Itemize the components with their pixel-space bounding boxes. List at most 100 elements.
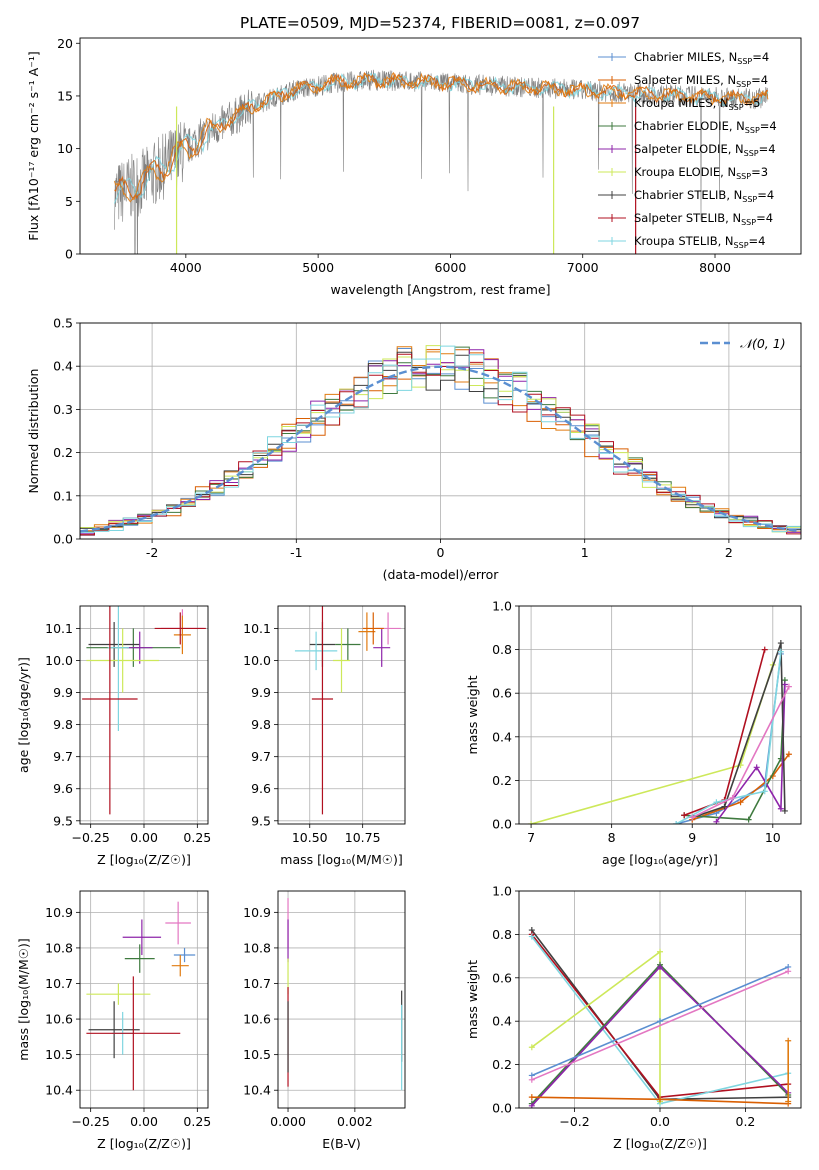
y-tick-label: 10.7 — [243, 976, 271, 991]
spectrum-model-line — [113, 71, 769, 203]
figure-title: PLATE=0509, MJD=52374, FIBERID=0081, z=0… — [240, 14, 640, 32]
y-axis-label: age [log₁₀(age/yr)] — [16, 657, 31, 773]
y-tick-label: 9.9 — [53, 685, 73, 700]
mass-vs-ebv-frame — [277, 890, 406, 1109]
x-tick-label: 0.00 — [130, 1114, 158, 1129]
weight-marker — [785, 1037, 792, 1044]
y-tick-label: 10.9 — [45, 905, 73, 920]
weight-marker — [761, 788, 768, 795]
spectrum-plot-area — [113, 69, 769, 254]
x-axis-label: mass [log₁₀(M/M☉)] — [280, 852, 402, 867]
y-tick-label: 0.6 — [492, 686, 512, 701]
weight-marker — [713, 799, 720, 806]
x-axis-label: wavelength [Angstrom, rest frame] — [330, 282, 550, 297]
weight-line — [683, 649, 766, 817]
legend-entry: 𝒩(0, 1) — [740, 336, 786, 351]
weight-line — [691, 642, 786, 819]
y-tick-label: 9.5 — [251, 813, 271, 828]
weight-marker — [781, 681, 788, 688]
x-tick-label: 0.00 — [130, 830, 158, 845]
y-tick-label: 9.5 — [53, 813, 73, 828]
weight-marker — [785, 683, 792, 690]
weight-marker — [528, 821, 535, 824]
y-tick-label: 10.9 — [243, 905, 271, 920]
weight-marker — [785, 1098, 792, 1105]
x-tick-label: 0.25 — [183, 1114, 211, 1129]
y-tick-label: 0.1 — [53, 488, 73, 503]
weight-marker — [777, 640, 784, 647]
y-tick-label: 9.7 — [53, 749, 73, 764]
x-tick-label: 6000 — [435, 260, 467, 275]
y-tick-label: 0.8 — [492, 927, 512, 942]
y-axis-label: Normed distribution — [26, 369, 41, 494]
weight-vs-age-frame — [518, 605, 802, 825]
y-tick-label: 0.4 — [492, 729, 512, 744]
legend-entry: Chabrier ELODIE, NSSP=4 — [634, 119, 777, 135]
x-tick-label: -2 — [146, 545, 158, 560]
y-tick-label: 0 — [65, 247, 73, 262]
y-axis-label: mass weight — [465, 960, 480, 1039]
weight-marker — [528, 1094, 535, 1101]
weight-marker — [785, 751, 792, 758]
y-tick-label: 10.7 — [45, 976, 73, 991]
weight-marker — [781, 807, 788, 814]
y-tick-label: 10.6 — [45, 1012, 73, 1027]
weight-line — [691, 753, 790, 821]
x-tick-label: 7000 — [567, 260, 599, 275]
y-tick-label: 9.8 — [251, 717, 271, 732]
weight-marker — [737, 799, 744, 806]
weight-vs-z-frame — [518, 890, 802, 1109]
age-vs-mass-plot-area — [294, 606, 401, 815]
weight-marker — [528, 933, 535, 940]
histogram-step — [80, 353, 801, 536]
x-axis-label: Z [log₁₀(Z/Z☉)] — [613, 1136, 707, 1151]
y-tick-label: 0.6 — [492, 970, 512, 985]
y-tick-label: 10.8 — [45, 940, 73, 955]
weight-vs-z-plot-area — [528, 927, 792, 1108]
age-vs-z-axes — [80, 606, 208, 824]
histogram-step — [80, 351, 801, 531]
x-tick-label: 10.50 — [292, 830, 328, 845]
weight-line — [675, 651, 782, 824]
legend-entry: Salpeter ELODIE, NSSP=4 — [634, 142, 776, 158]
y-tick-label: 9.6 — [53, 781, 73, 796]
y-axis-label: Flux [fλ10⁻¹⁷ erg cm⁻² s⁻¹ A⁻¹] — [26, 51, 41, 240]
weight-marker — [673, 821, 680, 824]
weight-marker — [657, 1018, 663, 1025]
y-tick-label: 9.8 — [53, 717, 73, 732]
x-tick-label: 8000 — [699, 260, 731, 275]
legend-entry: Kroupa MILES, NSSP=5 — [634, 96, 760, 112]
y-tick-label: 9.6 — [251, 781, 271, 796]
weight-marker — [729, 794, 736, 801]
y-tick-label: 10.0 — [45, 653, 73, 668]
weight-line — [675, 653, 782, 824]
y-tick-label: 10.8 — [243, 940, 271, 955]
legend-entry: Salpeter STELIB, NSSP=4 — [634, 211, 773, 227]
mass-vs-z-axes — [80, 891, 208, 1108]
x-tick-label: 0 — [437, 545, 445, 560]
age-vs-mass-frame — [277, 605, 406, 825]
x-axis-label: E(B-V) — [322, 1136, 361, 1151]
x-tick-label: 0.25 — [183, 830, 211, 845]
y-tick-label: 0.8 — [492, 642, 512, 657]
weight-marker — [528, 1044, 535, 1051]
legend-entry: Chabrier MILES, NSSP=4 — [634, 50, 769, 66]
y-tick-label: 20 — [57, 36, 73, 51]
x-tick-label: 10.75 — [345, 830, 381, 845]
y-tick-label: 10.1 — [243, 621, 271, 636]
y-tick-label: 0.2 — [492, 773, 512, 788]
weight-marker — [785, 968, 792, 975]
y-tick-label: 0.0 — [492, 817, 512, 832]
weight-marker — [745, 816, 752, 823]
x-axis-label: Z [log₁₀(Z/Z☉)] — [97, 1136, 191, 1151]
y-tick-label: 0.5 — [53, 316, 73, 331]
legend-entry: Salpeter MILES, NSSP=4 — [634, 73, 768, 89]
y-tick-label: 10.6 — [243, 1012, 271, 1027]
y-tick-label: 10.5 — [45, 1047, 73, 1062]
x-axis-label: (data-model)/error — [383, 567, 500, 582]
x-tick-label: 1 — [581, 545, 589, 560]
x-tick-label: 4000 — [170, 260, 202, 275]
weight-vs-age-plot-area — [528, 640, 792, 824]
y-tick-label: 0.4 — [53, 359, 73, 374]
legend-entry: Chabrier STELIB, NSSP=4 — [634, 188, 774, 204]
